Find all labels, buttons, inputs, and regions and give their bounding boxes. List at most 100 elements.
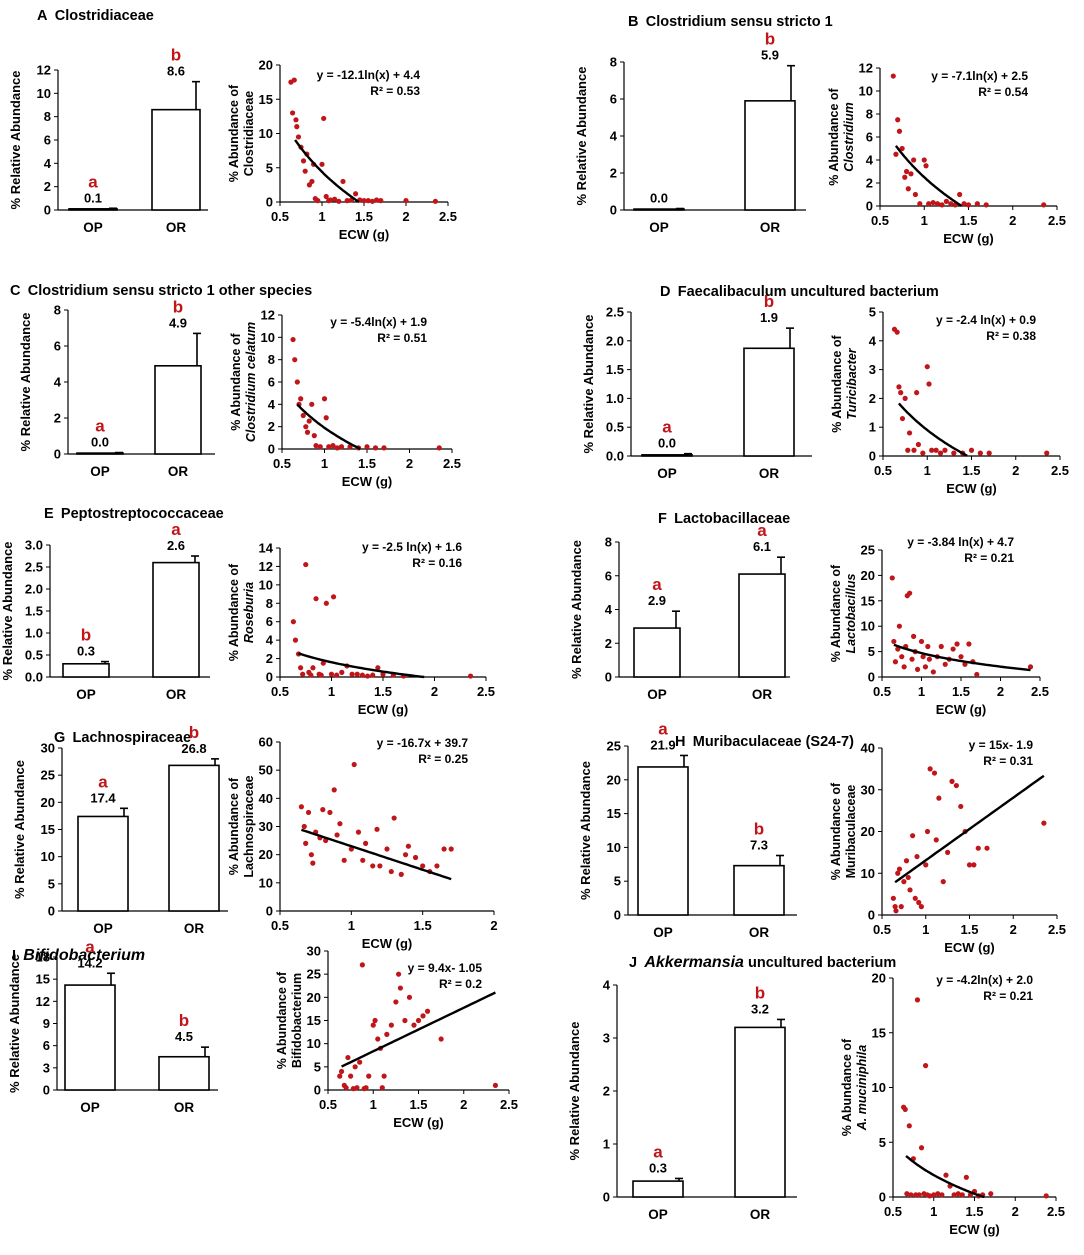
bar-or bbox=[151, 108, 201, 211]
data-point bbox=[293, 117, 299, 123]
data-point bbox=[328, 671, 335, 677]
scatter-y-tick-label: 15 bbox=[259, 92, 273, 107]
data-point bbox=[914, 853, 920, 860]
bar-chart: 0.0 0.5 1.0 1.5 2.0 2.5 % Relative Abundance 0.… bbox=[581, 292, 812, 481]
data-point bbox=[306, 418, 312, 424]
bar-category-label: OR bbox=[174, 1100, 195, 1115]
data-point bbox=[327, 809, 333, 816]
bar-y-tick-label: 6 bbox=[43, 1038, 50, 1053]
scatter-y-axis-label: % Abundance of bbox=[829, 564, 843, 662]
bar-value-label: 1.9 bbox=[760, 310, 778, 325]
data-point bbox=[292, 357, 298, 363]
bar-y-tick-label: 15 bbox=[36, 972, 50, 987]
scatter-x-tick-label: 1 bbox=[348, 918, 355, 933]
panel-f: F Lactobacillaceae 0 2 4 6 8 % Relative Abunda… bbox=[569, 511, 1049, 717]
bar-chart: 0 1 2 3 4 % Relative Abundance 0.3a OP 3.2b OR bbox=[567, 978, 797, 1222]
data-point bbox=[923, 163, 929, 169]
data-point bbox=[406, 994, 413, 1000]
scatter-y-tick-label: 6 bbox=[266, 614, 273, 629]
scatter-x-tick-label: 1.5 bbox=[358, 456, 376, 471]
scatter-plot: 0 10 20 30 40 0.5 1 1.5 2 2.5 ECW (g) % Abundance o… bbox=[829, 738, 1066, 955]
panel-letter: I bbox=[12, 948, 16, 964]
bar-category-label: OR bbox=[184, 921, 205, 936]
panel-letter: C bbox=[10, 283, 21, 299]
bar-category-label: OP bbox=[647, 687, 667, 702]
bar-value-label: 7.3 bbox=[750, 838, 768, 853]
bar-y-tick-label: 0 bbox=[610, 203, 617, 218]
data-point bbox=[899, 415, 906, 422]
data-point bbox=[933, 837, 939, 843]
bar-chart: 0 2 4 6 8 % Relative Abundance 0.0a OP 4.9b OR bbox=[18, 297, 215, 479]
data-point bbox=[434, 863, 440, 869]
data-point bbox=[901, 664, 907, 670]
panel-letter: E bbox=[44, 506, 54, 522]
scatter-x-tick-label: 1 bbox=[370, 1097, 377, 1112]
data-point bbox=[914, 666, 921, 672]
bar-value-label: 0.0 bbox=[91, 435, 109, 450]
bar-chart: 0 5 10 15 20 25 30 % Relative Abundance 17.4a OP 2… bbox=[12, 723, 228, 936]
data-point bbox=[344, 198, 350, 204]
data-point bbox=[966, 862, 973, 868]
bar-y-axis-label: % Relative Abundance bbox=[12, 760, 27, 899]
bar-y-tick-label: 1.0 bbox=[25, 626, 43, 641]
data-point bbox=[348, 1073, 354, 1079]
data-point bbox=[317, 444, 323, 450]
data-point bbox=[938, 643, 944, 650]
data-point bbox=[467, 673, 474, 679]
bar-y-tick-label: 15 bbox=[41, 822, 55, 837]
data-point bbox=[904, 1191, 910, 1197]
data-point bbox=[931, 1192, 937, 1198]
data-point bbox=[313, 443, 319, 449]
data-point bbox=[370, 863, 376, 869]
scatter-y-tick-label: 25 bbox=[861, 543, 875, 558]
bar-category-label: OP bbox=[90, 464, 110, 479]
significance-letter: a bbox=[85, 937, 95, 956]
data-point bbox=[934, 201, 941, 207]
data-point bbox=[334, 832, 340, 838]
data-point bbox=[984, 845, 990, 851]
data-point bbox=[896, 623, 902, 629]
bar-y-tick-label: 8 bbox=[605, 535, 612, 550]
scatter-plot: 0 5 10 15 20 0.5 1 1.5 2 2.5 ECW (g) % Abundance of… bbox=[840, 971, 1065, 1238]
scatter-y-tick-label: 30 bbox=[307, 944, 321, 959]
scatter-y-tick-label: 8 bbox=[266, 596, 273, 611]
data-point bbox=[361, 198, 367, 204]
scatter-y-axis-label: Clostridium bbox=[842, 102, 856, 171]
bar-y-tick-label: 1.5 bbox=[606, 362, 624, 377]
data-point bbox=[355, 829, 362, 835]
data-point bbox=[1043, 1193, 1049, 1199]
regression-equation: y = -5.4ln(x) + 1.9 bbox=[330, 315, 427, 329]
scatter-x-tick-label: 2 bbox=[1012, 463, 1019, 478]
bar-value-label: 0.1 bbox=[84, 190, 102, 205]
data-point bbox=[388, 1022, 394, 1028]
data-point bbox=[364, 673, 371, 679]
data-point bbox=[353, 191, 359, 197]
bar-category-label: OR bbox=[752, 687, 773, 702]
scatter-plot: 0 2 4 6 8 10 12 0.5 1 1.5 2 2.5 ECW (g) % Abundance o… bbox=[229, 308, 461, 490]
bar-chart: 0.0 0.5 1.0 1.5 2.0 2.5 3.0 % Relative Abundanc… bbox=[0, 520, 210, 702]
trend-line bbox=[893, 643, 1031, 672]
r-squared-label: R² = 0.21 bbox=[964, 551, 1014, 565]
data-point bbox=[896, 384, 902, 390]
bar-y-tick-label: 10 bbox=[37, 86, 51, 101]
scatter-y-axis-label: A. muciniphila bbox=[855, 1045, 869, 1131]
bar-y-tick-label: 3.0 bbox=[25, 538, 43, 553]
bar-y-tick-label: 2 bbox=[54, 411, 61, 426]
data-point bbox=[337, 821, 343, 827]
scatter-y-tick-label: 0 bbox=[268, 442, 275, 457]
data-point bbox=[911, 633, 917, 639]
panel-title-gap bbox=[685, 734, 692, 750]
bar-category-label: OR bbox=[166, 687, 187, 702]
bar-value-label: 21.9 bbox=[650, 737, 675, 752]
panel-title-italic: Akkermansia bbox=[643, 954, 744, 971]
panel-title-gap bbox=[20, 283, 27, 299]
bar-y-axis-label: % Relative Abundance bbox=[578, 761, 593, 900]
data-point bbox=[943, 1172, 949, 1178]
regression-equation: y = 15x- 1.9 bbox=[969, 738, 1034, 752]
data-point bbox=[948, 201, 954, 207]
bar-y-tick-label: 0.0 bbox=[606, 449, 624, 464]
data-point bbox=[927, 766, 933, 772]
data-point bbox=[341, 857, 347, 863]
